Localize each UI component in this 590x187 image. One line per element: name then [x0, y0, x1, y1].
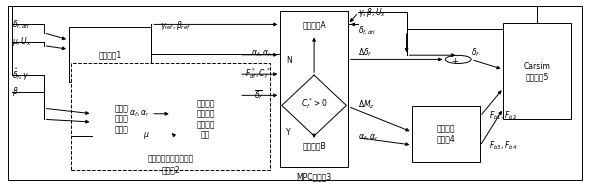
Text: $F_{b1}, F_{b2}$: $F_{b1}, F_{b2}$	[489, 109, 517, 122]
Text: Y: Y	[286, 128, 291, 137]
Text: $\beta$: $\beta$	[12, 85, 19, 98]
Bar	[93, 90, 151, 149]
Text: $\delta_{f,dri}$: $\delta_{f,dri}$	[358, 25, 377, 37]
Text: $\delta_f$: $\delta_f$	[471, 47, 480, 59]
Text: 轮胎侧向力和侧偏尺度
处理全2: 轮胎侧向力和侧偏尺度 处理全2	[148, 155, 194, 174]
Text: 预测模型A: 预测模型A	[302, 20, 326, 29]
Text: $\mu$: $\mu$	[143, 130, 150, 141]
Bar	[503, 24, 571, 119]
Bar	[71, 63, 270, 170]
Text: MPC控制卦3: MPC控制卦3	[296, 173, 332, 182]
Text: $F_{b3}, F_{b4}$: $F_{b3}, F_{b4}$	[489, 140, 517, 152]
Text: 轮胎侧向
力和侧偏
刚度计算
模块: 轮胎侧向 力和侧偏 刚度计算 模块	[196, 99, 215, 139]
Text: $\gamma, \beta, U_x$: $\gamma, \beta, U_x$	[358, 6, 386, 19]
Bar	[412, 106, 480, 162]
Text: Carsim
汽车模型5: Carsim 汽车模型5	[524, 62, 550, 81]
Text: $\Delta M_z$: $\Delta M_z$	[358, 98, 375, 111]
Text: $F_{df}^*, C_f^*$: $F_{df}^*, C_f^*$	[245, 66, 271, 81]
Text: $\alpha_f, \alpha_r$: $\alpha_f, \alpha_r$	[358, 132, 379, 143]
Text: 参考模型1: 参考模型1	[99, 50, 122, 59]
Text: $\gamma_{ref}, \beta_{ref}$: $\gamma_{ref}, \beta_{ref}$	[160, 19, 191, 32]
Text: $\alpha_f, \alpha_r$: $\alpha_f, \alpha_r$	[251, 49, 271, 59]
Text: $\delta_{f,dri}$: $\delta_{f,dri}$	[12, 18, 30, 30]
Text: $C_f^*>0$: $C_f^*>0$	[301, 96, 327, 111]
Text: 轮胎侧
偏角计
算模块: 轮胎侧 偏角计 算模块	[115, 104, 129, 134]
Bar	[69, 27, 151, 82]
Text: $\hat{\delta}_{f}, \gamma$: $\hat{\delta}_{f}, \gamma$	[12, 67, 30, 83]
Text: 预测模型B: 预测模型B	[302, 142, 326, 151]
Bar	[280, 11, 348, 167]
Text: 制动力分
配模块4: 制动力分 配模块4	[437, 124, 455, 144]
Text: $\alpha_f, \alpha_r$: $\alpha_f, \alpha_r$	[129, 108, 150, 119]
Text: +: +	[451, 57, 458, 66]
Text: $\mu, U_x$: $\mu, U_x$	[12, 35, 32, 48]
Text: $\overline{\delta_f}$: $\overline{\delta_f}$	[254, 89, 263, 102]
Bar	[172, 90, 239, 149]
Text: N: N	[286, 56, 292, 65]
Text: $\Delta\delta_f$: $\Delta\delta_f$	[358, 47, 373, 59]
Circle shape	[445, 55, 471, 63]
